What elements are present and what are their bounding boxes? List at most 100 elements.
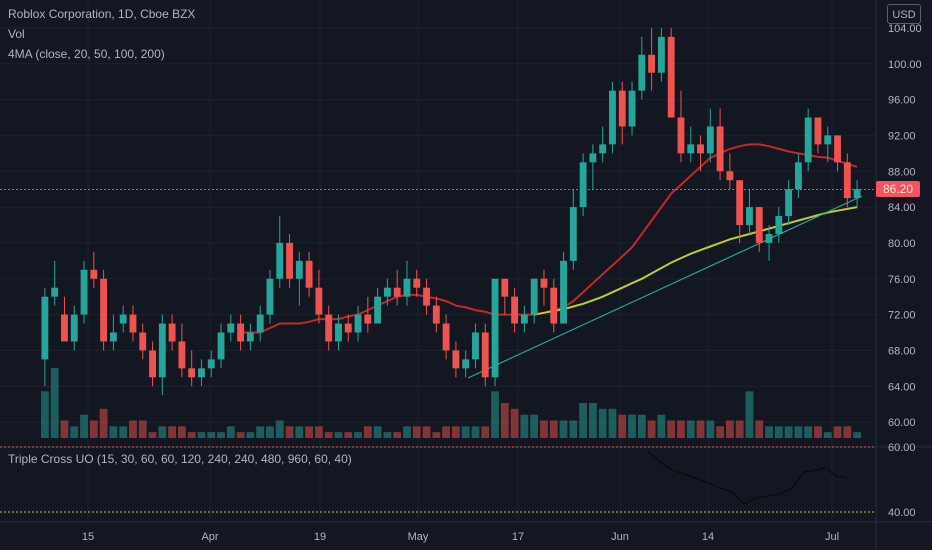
candle-body xyxy=(413,278,421,288)
candle-body xyxy=(550,287,558,324)
volume-bar xyxy=(236,432,245,438)
date-tick-label: 17 xyxy=(512,531,524,543)
candle-body xyxy=(90,269,98,279)
volume-bar xyxy=(461,426,470,438)
price-tick-label: 80.00 xyxy=(888,238,916,250)
candle-body xyxy=(628,90,636,127)
volume-bar xyxy=(40,391,49,438)
date-tick-label: 15 xyxy=(82,531,94,543)
candle-body xyxy=(648,54,656,73)
volume-bar xyxy=(324,432,333,438)
volume-bar xyxy=(344,432,353,438)
volume-bar xyxy=(618,414,627,438)
volume-bar xyxy=(207,432,216,438)
candle-body xyxy=(286,242,293,279)
candle-body xyxy=(609,90,616,145)
candle-body xyxy=(198,368,205,378)
volume-legend[interactable]: Vol xyxy=(8,27,25,41)
candle-body xyxy=(325,314,333,342)
candle-body xyxy=(853,189,861,199)
candle-body xyxy=(139,332,147,351)
volume-bar xyxy=(716,426,725,438)
volume-bar xyxy=(80,414,88,438)
candle-body xyxy=(677,117,685,154)
candle-body xyxy=(618,90,626,127)
volume-bar xyxy=(833,426,842,438)
candle-body xyxy=(335,323,342,342)
volume-bar xyxy=(119,426,128,438)
symbol-title[interactable]: Roblox Corporation, 1D, Cboe BZX xyxy=(8,7,196,21)
candle-body xyxy=(481,332,489,378)
candle-body xyxy=(462,359,470,369)
date-tick-label: 19 xyxy=(314,531,326,543)
ma20-line xyxy=(240,143,858,334)
volume-bar xyxy=(677,420,685,438)
volume-bar xyxy=(823,432,832,438)
candle-body xyxy=(80,269,88,315)
candle-body xyxy=(119,314,127,324)
volume-bar xyxy=(70,426,79,438)
volume-bar xyxy=(314,426,323,438)
candle-body xyxy=(41,296,49,360)
candle-body xyxy=(511,296,519,324)
volume-bar xyxy=(383,432,392,438)
candle-body xyxy=(344,323,352,333)
volume-bar xyxy=(334,432,343,438)
candle-body xyxy=(305,260,313,288)
candle-body xyxy=(569,207,577,261)
currency-button[interactable]: USD xyxy=(887,4,921,24)
candle-body xyxy=(834,135,841,163)
candlesticks xyxy=(41,27,861,396)
candle-body xyxy=(276,242,284,279)
volume-bar xyxy=(109,426,118,438)
volume-bar xyxy=(187,432,196,438)
candle-body xyxy=(579,162,587,208)
chart-grid xyxy=(0,0,876,522)
candle-body xyxy=(315,287,323,315)
volume-bar xyxy=(363,426,372,438)
candle-body xyxy=(266,278,274,315)
volume-bar xyxy=(226,426,235,438)
price-tick-label: 88.00 xyxy=(888,166,916,178)
volume-bar xyxy=(725,420,734,438)
volume-bar xyxy=(520,414,529,438)
volume-bar xyxy=(686,420,695,438)
volume-bar xyxy=(853,432,862,438)
volume-bar xyxy=(804,426,813,438)
volume-bar xyxy=(305,426,314,438)
trendline xyxy=(467,195,863,379)
volume-bar xyxy=(266,426,274,438)
candle-body xyxy=(452,350,460,369)
candle-body xyxy=(295,260,303,279)
volume-bar xyxy=(432,432,441,438)
ma-legend[interactable]: 4MA (close, 20, 50, 100, 200) xyxy=(8,47,165,61)
volume-bar xyxy=(540,420,548,438)
price-axis: 104.00 100.00 96.00 92.00 88.00 84.00 80.00 76.… xyxy=(888,23,922,429)
volume-bar xyxy=(608,408,617,438)
oscillator-legend[interactable]: Triple Cross UO (15, 30, 60, 60, 120, 24… xyxy=(8,452,352,466)
volume-bar xyxy=(481,426,490,438)
candle-body xyxy=(393,287,401,297)
volume-bar xyxy=(549,420,558,438)
candle-body xyxy=(207,359,215,369)
volume-bar xyxy=(510,408,519,438)
price-tick-label: 96.00 xyxy=(888,95,916,107)
candle-body xyxy=(520,314,528,324)
price-tick-label: 72.00 xyxy=(888,310,916,322)
volume-bar xyxy=(197,432,206,438)
volume-bar xyxy=(667,420,676,438)
volume-bar xyxy=(843,426,852,438)
candle-body xyxy=(824,135,832,145)
candle-body xyxy=(814,117,822,145)
candle-body xyxy=(354,314,362,333)
current-price-badge: 86.20 xyxy=(876,181,920,197)
ma50-line xyxy=(534,206,858,316)
volume-bar xyxy=(158,426,167,438)
volume-bar xyxy=(285,426,294,438)
volume-bar xyxy=(129,420,137,438)
volume-bar xyxy=(373,426,382,438)
candle-body xyxy=(364,314,372,324)
volume-bar xyxy=(696,420,705,438)
candle-body xyxy=(442,323,450,351)
